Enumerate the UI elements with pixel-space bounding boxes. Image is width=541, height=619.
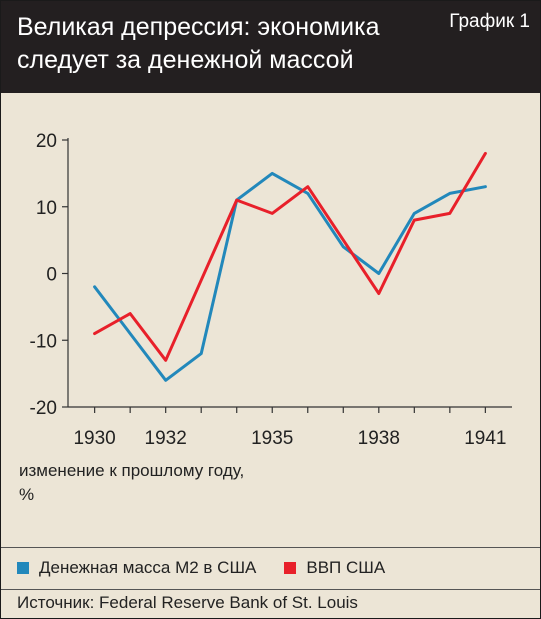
legend-swatch-m2 — [17, 562, 29, 574]
x-axis-ticks: 1930 1932 1935 1938 1941 — [73, 407, 507, 449]
legend-item-gdp: ВВП США — [284, 558, 385, 578]
x-tick-label: 1941 — [464, 428, 506, 449]
chart-title-line2: следует за денежной массой — [17, 46, 354, 74]
y-tick-label: 20 — [36, 131, 57, 152]
x-tick-label: 1932 — [145, 428, 187, 449]
y-axis-unit-label: изменение к прошлому году, % — [19, 459, 319, 507]
y-axis-unit-line1: изменение к прошлому году, — [19, 461, 245, 480]
y-tick-label: -10 — [30, 331, 57, 352]
legend-label-gdp: ВВП США — [306, 558, 386, 577]
y-tick-label: 10 — [36, 198, 57, 219]
chart-axes — [67, 138, 512, 408]
y-tick-label: -20 — [30, 398, 57, 419]
divider — [1, 589, 540, 590]
chart-title: Великая депрессия: экономика следует за … — [17, 11, 417, 77]
chart-series — [93, 151, 487, 382]
series-line-gdp — [93, 151, 487, 362]
y-axis-unit-line2: % — [19, 485, 35, 504]
x-tick-label: 1938 — [358, 428, 400, 449]
divider — [1, 547, 540, 548]
legend-item-m2: Денежная масса М2 в США — [17, 558, 256, 578]
chart-header: Великая депрессия: экономика следует за … — [1, 1, 540, 93]
x-tick-label: 1935 — [251, 428, 293, 449]
y-axis-ticks: 20 10 0 -10 -20 — [30, 131, 68, 419]
graph-number-label: График 1 — [449, 11, 530, 32]
y-tick-label: 0 — [46, 265, 57, 286]
chart-title-line1: Великая депрессия: экономика — [17, 13, 380, 41]
chart-legend: Денежная масса М2 в США ВВП США — [17, 556, 413, 580]
source-note: Источник: Federal Reserve Bank of St. Lo… — [17, 593, 358, 612]
line-chart: 20 10 0 -10 -20 1930 1932 1935 1938 1941 — [30, 131, 512, 449]
legend-label-m2: Денежная масса М2 в США — [39, 558, 257, 577]
series-line-m2 — [93, 171, 487, 382]
legend-swatch-gdp — [284, 562, 297, 574]
x-tick-label: 1930 — [73, 428, 115, 449]
